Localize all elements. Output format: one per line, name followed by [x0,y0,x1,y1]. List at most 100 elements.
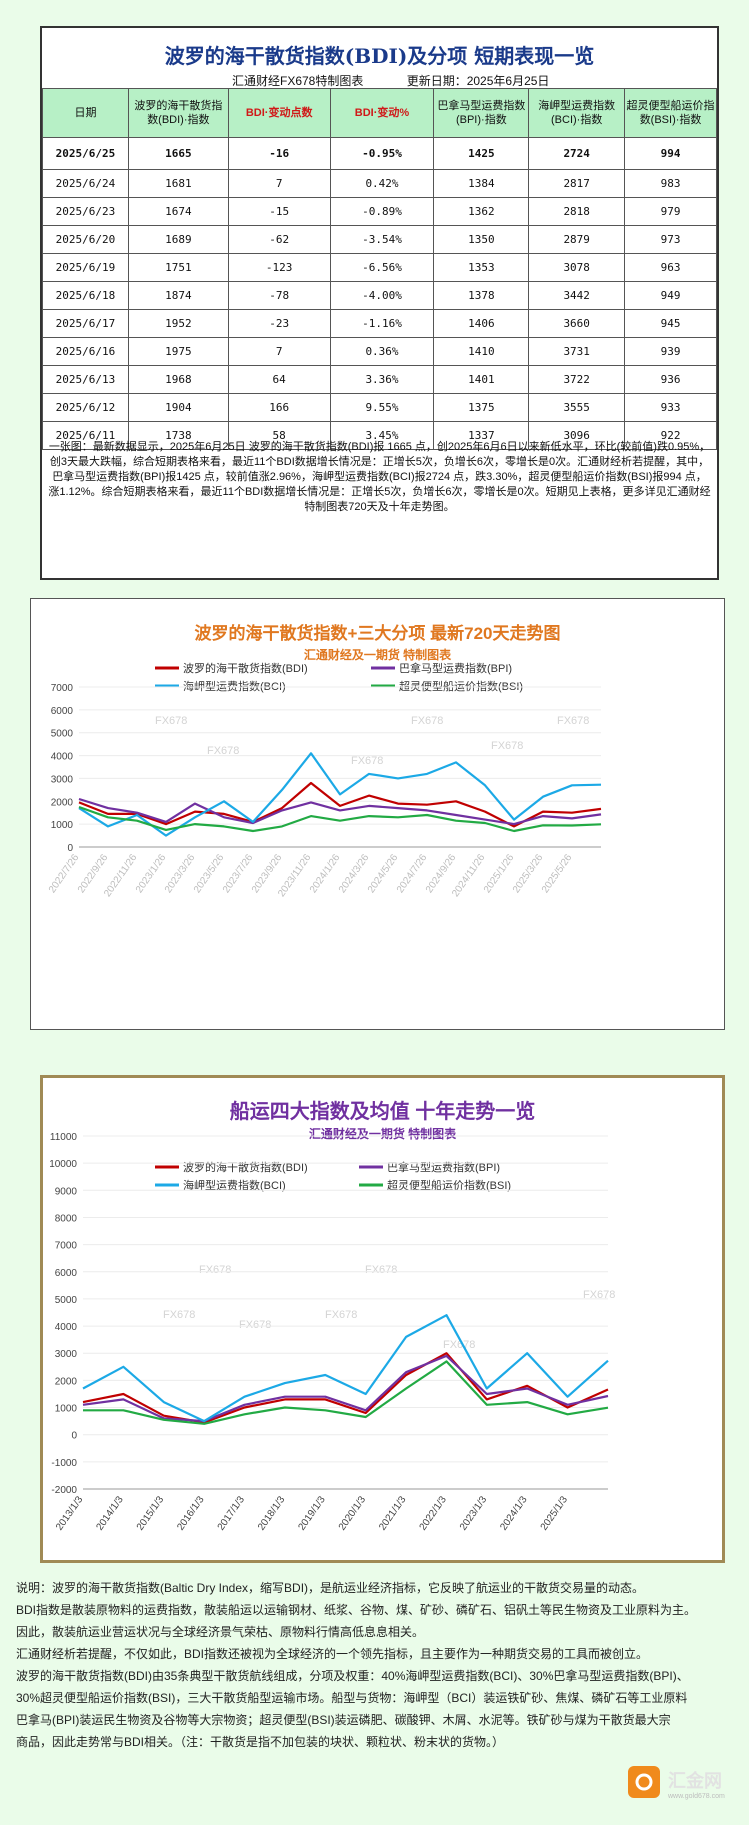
table-cell: 949 [624,281,717,310]
legend-label: 海岬型运费指数(BCI) [183,1178,286,1192]
table-cell: 979 [624,197,717,226]
description-line: BDI指数是散装原物料的运费指数，散装船运以运输钢材、纸浆、谷物、煤、矿砂、磷矿… [16,1603,697,1617]
x-tick-label: 2023/1/3 [458,1494,490,1533]
legend-label: 超灵便型船运价指数(BSI) [387,1178,511,1192]
table-cell: -0.89% [329,197,435,226]
series-line [82,1314,609,1423]
legend-label: 波罗的海干散货指数(BDI) [183,1160,308,1174]
y-tick-label: 7000 [51,683,74,694]
watermark-text: FX678 [491,740,523,752]
y-tick-label: 7000 [55,1241,78,1252]
table-cell: 2025/6/13 [42,365,129,394]
y-tick-label: 4000 [51,752,74,763]
table-cell: 973 [624,225,717,254]
table-cell: 1362 [433,197,530,226]
table-cell: 936 [624,365,717,394]
table-cell: 1968 [127,365,229,394]
table-note: 一张图：最新数据显示，2025年6月25日 波罗的海干散货指数(BDI)报 16… [48,441,711,513]
description-line: 30%超灵便型船运价指数(BSI)，三大干散货船型运输市场。船型与货物：海岬型（… [16,1691,688,1705]
table-cell: 1904 [127,393,229,422]
table-cell: 1674 [127,197,229,226]
table-cell: 3660 [528,309,626,338]
table-cell: 1952 [127,309,229,338]
description-text: 说明：波罗的海干散货指数(Baltic Dry Index，缩写BDI)，是航运… [16,1577,736,1753]
x-tick-label: 2016/1/3 [175,1494,207,1533]
table-row: 2025/6/20 1689 -62 -3.54% 1350 2879 973 [42,225,717,254]
y-tick-label: 4000 [55,1322,78,1333]
watermark-text: FX678 [583,1289,615,1301]
table-cell: -16 [227,137,331,170]
description-line: 说明：波罗的海干散货指数(Baltic Dry Index，缩写BDI)，是航运… [16,1581,645,1595]
series-line [83,1360,609,1425]
y-tick-label: 5000 [51,729,74,740]
watermark-text: FX678 [207,745,239,757]
y-tick-label: 1000 [51,820,74,831]
watermark-text: FX678 [557,715,589,727]
table-cell: 1401 [433,365,530,394]
table-cell: -3.54% [329,225,435,254]
watermark-text: FX678 [163,1309,195,1321]
watermark-text: FX678 [155,715,187,727]
table-cell: -1.16% [329,309,435,338]
table-cell: 1874 [127,281,229,310]
table-header-cell: 波罗的海干散货指数(BDI)·指数 [127,88,229,138]
series-line [78,752,602,837]
table-cell: 2025/6/12 [42,393,129,422]
table-cell: 3442 [528,281,626,310]
table-cell: 2817 [528,169,626,198]
table-cell: 2025/6/24 [42,169,129,198]
table-row: 2025/6/18 1874 -78 -4.00% 1378 3442 949 [42,281,717,310]
description-line: 商品，因此走势常与BDI相关。（注：干散货是指不加包装的块状、颗粒状、粉末状的货… [16,1735,505,1749]
table-cell: 1975 [127,337,229,366]
table-cell: 2025/6/20 [42,225,129,254]
legend-label: 巴拿马型运费指数(BPI) [387,1160,500,1174]
table-row: 2025/6/16 1975 7 0.36% 1410 3731 939 [42,337,717,366]
x-tick-label: 2017/1/3 [216,1494,248,1533]
chart-subtitle: 汇通财经及一期货 特制图表 [309,1126,457,1141]
table-cell: 1378 [433,281,530,310]
table-cell: 0.36% [329,337,435,366]
y-tick-label: 0 [71,1431,77,1442]
table-update-date: 更新日期：2025年6月25日 [406,74,550,88]
table-header-cell: 日期 [42,88,129,138]
table-cell: -15 [227,197,331,226]
table-row: 2025/6/11 1738 58 3.45% 1337 3096 922 [42,421,717,450]
table-cell: 945 [624,309,717,338]
table-cell: 1751 [127,253,229,282]
table-cell: 3.45% [329,421,435,450]
table-cell: 963 [624,253,717,282]
chart-ten-year-panel: 船运四大指数及均值 十年走势一览汇通财经及一期货 特制图表波罗的海干散货指数(B… [40,1075,725,1563]
x-tick-label: 2014/1/3 [94,1494,126,1533]
series-line [78,781,602,828]
series-line [78,797,602,826]
y-tick-label: -2000 [51,1485,77,1496]
y-tick-label: 3000 [55,1349,78,1360]
table-row: 2025/6/23 1674 -15 -0.89% 1362 2818 979 [42,197,717,226]
watermark-text: FX678 [325,1309,357,1321]
table-cell: 1353 [433,253,530,282]
table-cell: 1350 [433,225,530,254]
x-tick-label: 2015/1/3 [135,1494,167,1533]
table-cell: -0.95% [329,137,435,170]
watermark-text: FX678 [411,715,443,727]
chart-subtitle: 汇通财经及一期货 特制图表 [304,647,452,662]
table-cell: 2025/6/17 [42,309,129,338]
logo-url: www.gold678.com [667,1793,725,1800]
watermark-text: FX678 [239,1319,271,1331]
x-tick-label: 2025/1/3 [539,1494,571,1533]
table-cell: 1410 [433,337,530,366]
chart-title: 船运四大指数及均值 十年走势一览 [230,1099,536,1123]
legend-label: 海岬型运费指数(BCI) [183,679,286,693]
x-tick-label: 2019/1/3 [296,1494,328,1533]
table-cell: -62 [227,225,331,254]
table-cell: 939 [624,337,717,366]
table-row: 2025/6/12 1904 166 9.55% 1375 3555 933 [42,393,717,422]
table-cell: 166 [227,393,331,422]
table-cell: 1689 [127,225,229,254]
y-tick-label: 10000 [49,1159,77,1170]
table-cell: 1425 [433,137,530,170]
x-tick-label: 2021/1/3 [377,1494,409,1533]
y-tick-label: 6000 [51,706,74,717]
y-tick-label: 0 [67,843,73,854]
